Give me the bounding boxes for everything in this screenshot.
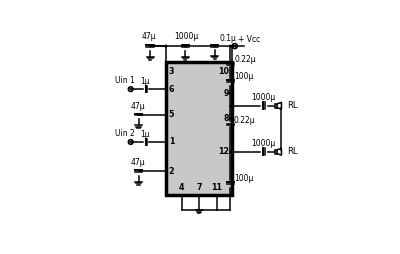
Text: 0.22μ: 0.22μ	[234, 55, 256, 64]
Text: 10: 10	[218, 67, 230, 76]
Text: 4: 4	[179, 183, 184, 192]
Text: 100μ: 100μ	[234, 174, 254, 183]
Text: Uin 1: Uin 1	[115, 76, 135, 85]
Circle shape	[230, 151, 231, 152]
Circle shape	[165, 45, 167, 47]
Text: 1000μ: 1000μ	[174, 32, 198, 41]
Text: + Vcc: + Vcc	[238, 35, 260, 44]
Text: 11: 11	[211, 183, 222, 192]
Circle shape	[232, 45, 233, 47]
Text: 47μ: 47μ	[130, 102, 145, 111]
Circle shape	[230, 45, 231, 47]
Text: Uin 2: Uin 2	[115, 129, 135, 138]
Bar	[275, 150, 277, 154]
Text: 47μ: 47μ	[130, 158, 145, 167]
Circle shape	[185, 45, 186, 47]
Text: RL: RL	[287, 101, 297, 110]
Text: 6: 6	[169, 85, 174, 94]
Text: 0.1μ: 0.1μ	[220, 34, 236, 43]
Text: 12: 12	[218, 147, 230, 156]
Text: 8: 8	[224, 114, 230, 123]
Text: 7: 7	[196, 183, 202, 192]
Text: 0.22μ: 0.22μ	[233, 116, 255, 125]
Text: 47μ: 47μ	[142, 32, 156, 41]
Text: 100μ: 100μ	[234, 72, 254, 81]
Bar	[166, 62, 232, 195]
Text: 5: 5	[169, 110, 174, 119]
Circle shape	[214, 45, 216, 47]
Bar	[275, 104, 277, 108]
Text: 1: 1	[169, 137, 174, 147]
Text: 1000μ: 1000μ	[252, 139, 276, 148]
Circle shape	[230, 92, 231, 94]
Text: 9: 9	[224, 89, 230, 98]
Text: RL: RL	[287, 147, 297, 156]
Text: 1μ: 1μ	[140, 77, 150, 86]
Text: 1000μ: 1000μ	[252, 93, 276, 102]
Text: 2: 2	[169, 167, 174, 176]
Text: 1μ: 1μ	[140, 130, 150, 139]
Text: 3: 3	[169, 67, 174, 76]
Circle shape	[230, 118, 231, 119]
